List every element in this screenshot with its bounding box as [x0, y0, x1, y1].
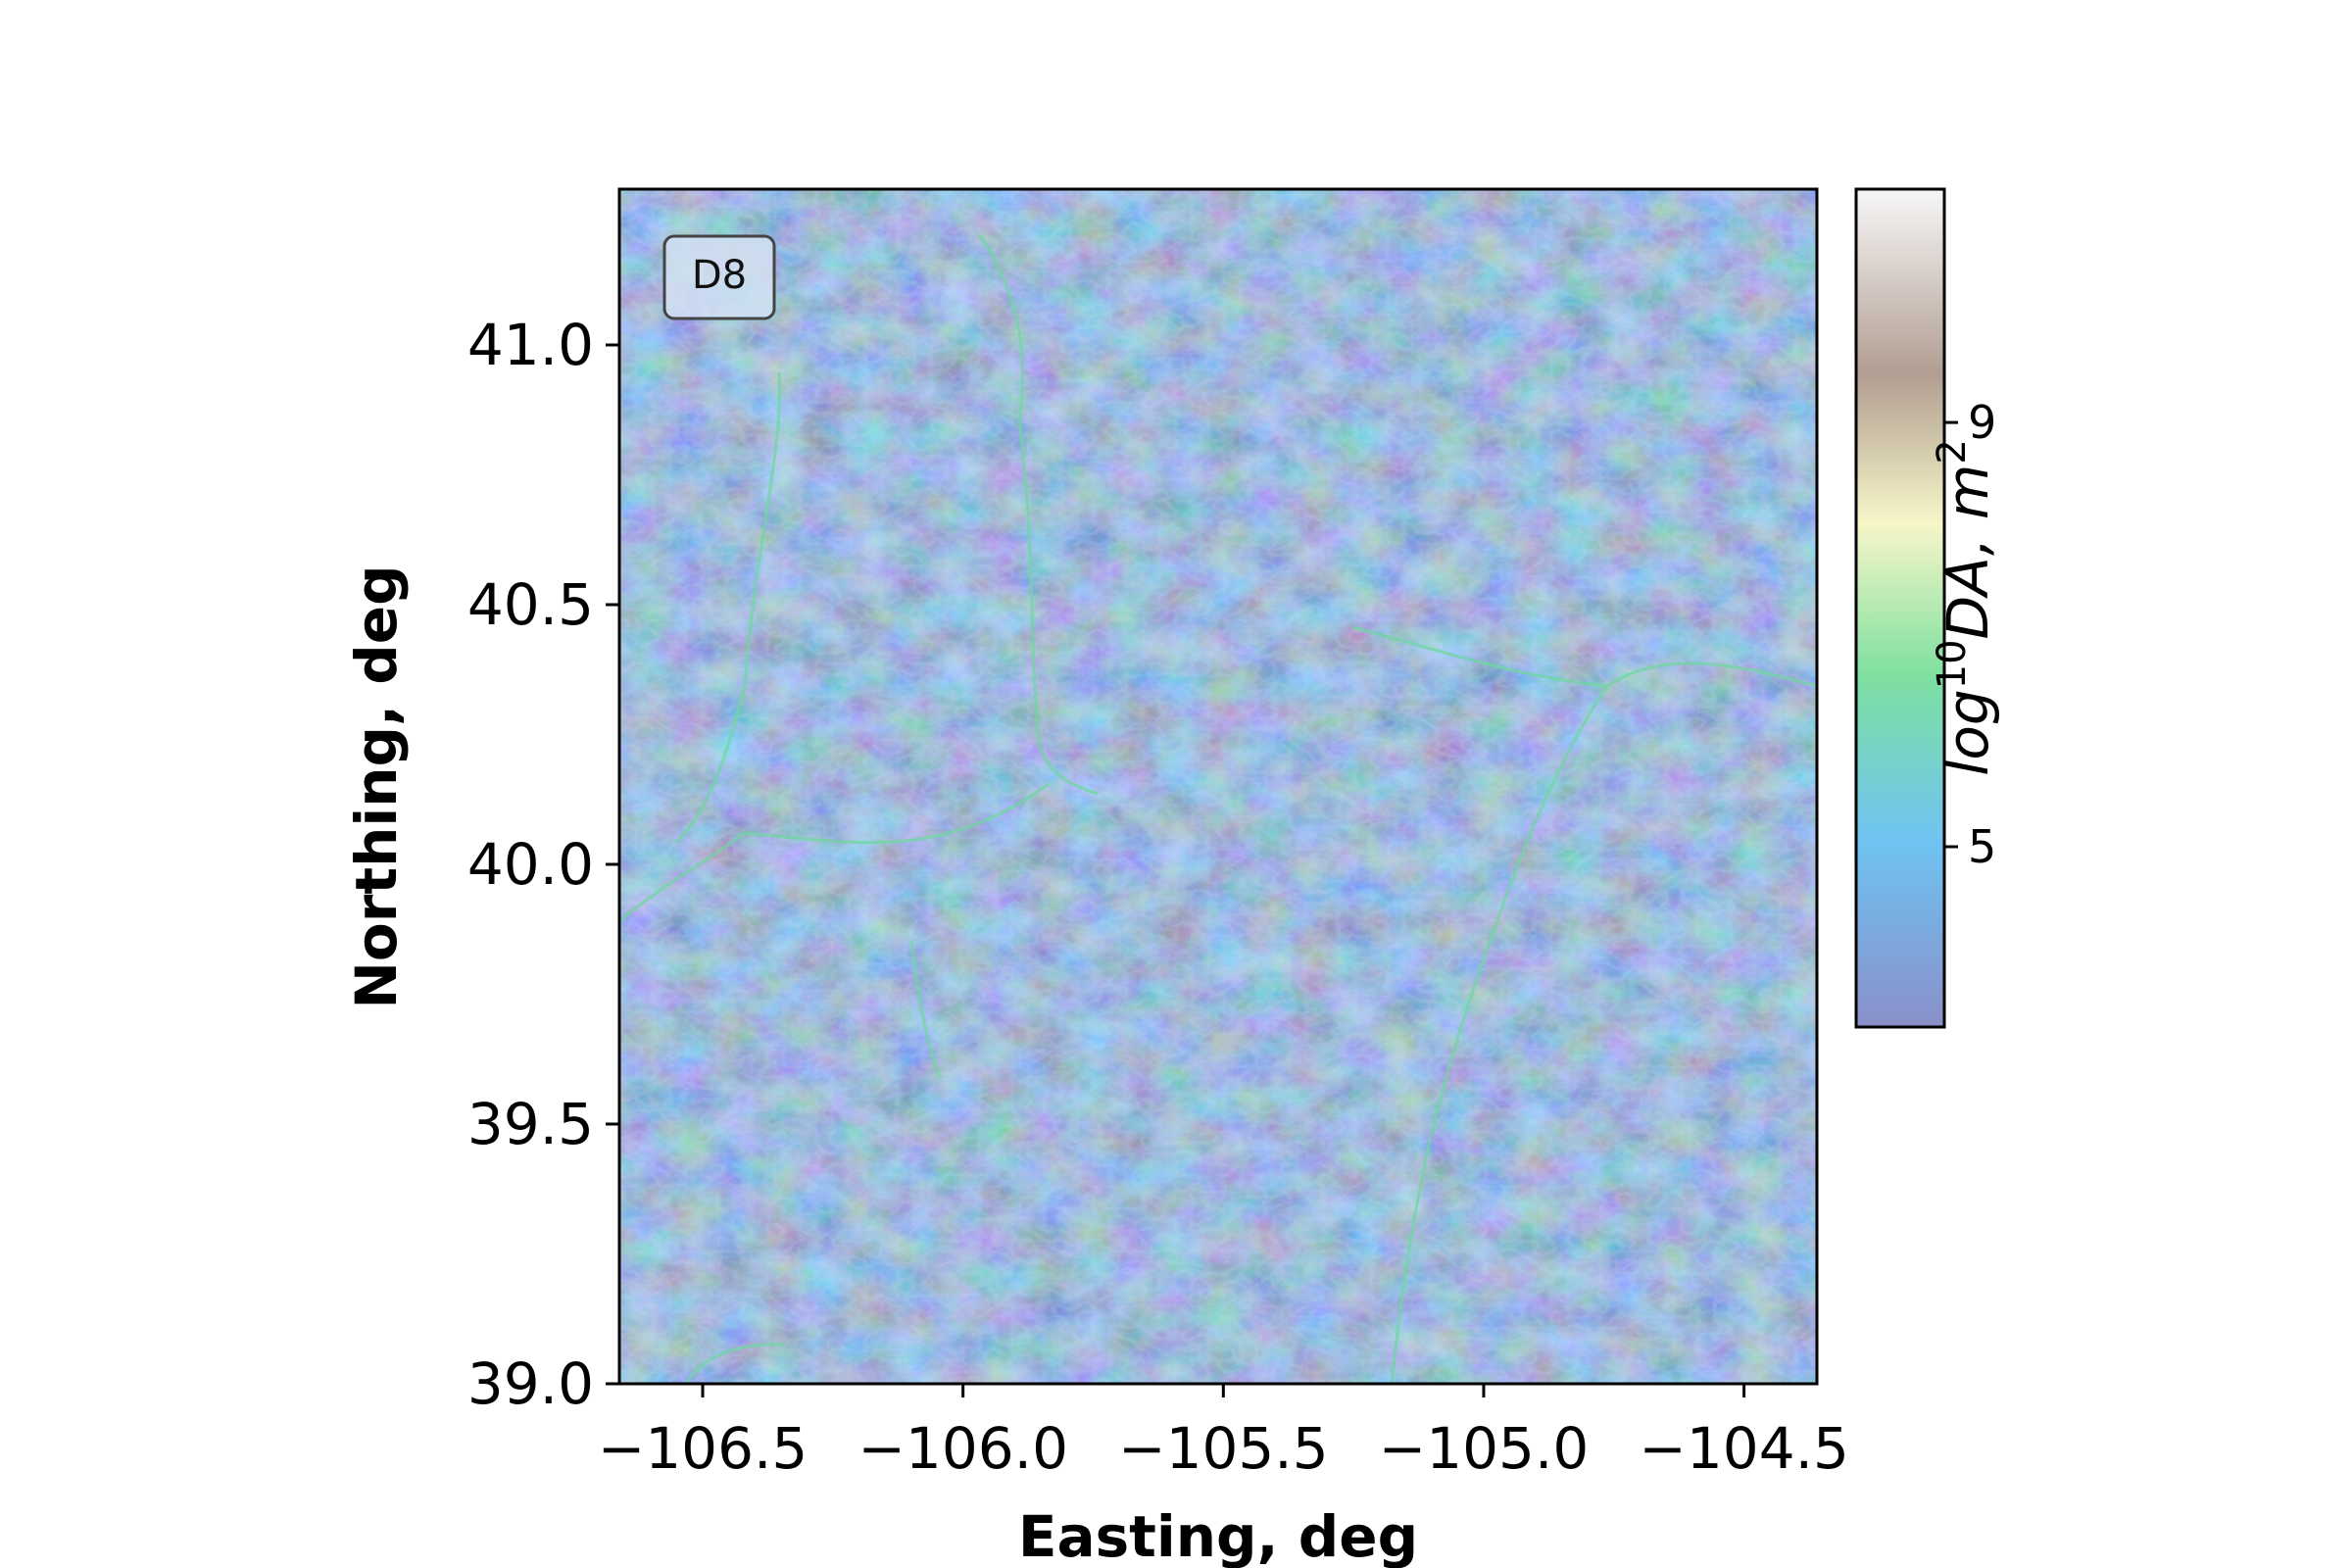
x-tick-label: −105.5: [1118, 1415, 1329, 1482]
terrain-raster: [619, 189, 1817, 1384]
y-tick-label: 41.0: [467, 312, 594, 378]
x-tick-label: −106.0: [858, 1415, 1068, 1482]
colorbar-label-log: log: [1935, 689, 2001, 775]
drainage-channels: [619, 234, 1817, 1384]
x-tick-label: −106.5: [598, 1415, 808, 1482]
colorbar-label-sup2: 2: [1930, 439, 1975, 464]
colorbar-tick-label: 5: [1968, 820, 1996, 873]
x-axis-ticks: −106.5 −106.0 −105.5 −105.0 −104.5: [598, 1384, 1849, 1482]
y-tick-label: 39.5: [467, 1091, 594, 1157]
y-axis-label: Northing, deg: [343, 564, 410, 1008]
colorbar-tick-label: 9: [1968, 396, 1996, 449]
colorbar-ticks: 59: [1944, 396, 1996, 873]
y-tick-label: 40.0: [467, 831, 594, 898]
colorbar-label-da: DA, m: [1935, 465, 2001, 640]
panel-label-text: D8: [692, 253, 747, 298]
colorbar-label: log10DA, m2: [1930, 439, 2001, 776]
plot-frame: [617, 187, 1819, 1386]
y-tick-label: 40.5: [467, 571, 594, 638]
y-axis-ticks: 39.0 39.5 40.0 40.5 41.0: [467, 312, 619, 1417]
y-tick-label: 39.0: [467, 1350, 594, 1417]
x-tick-label: −105.0: [1379, 1415, 1590, 1482]
x-axis-label: Easting, deg: [1018, 1503, 1418, 1568]
x-tick-label: −104.5: [1639, 1415, 1849, 1482]
colorbar-gradient: [1854, 187, 1946, 1029]
panel-label-box: D8: [662, 234, 776, 320]
colorbar-label-sup10: 10: [1930, 639, 1975, 689]
colorbar: 59 log10DA, m2: [1854, 187, 2001, 1029]
